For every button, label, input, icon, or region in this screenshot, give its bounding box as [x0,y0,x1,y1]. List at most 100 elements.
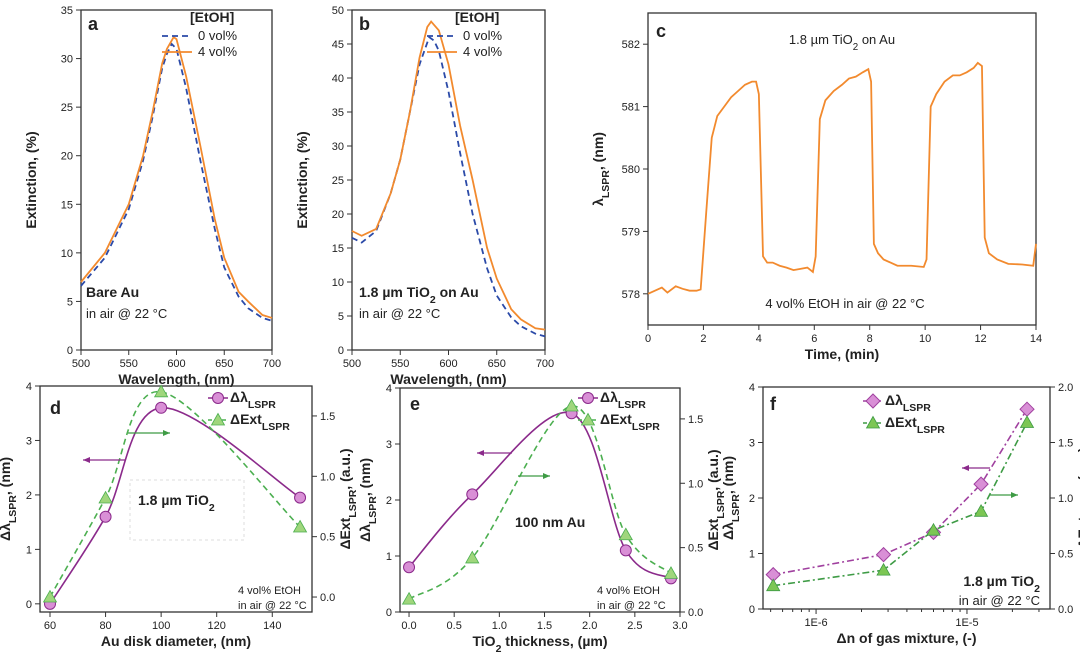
annotation-part: 1.8 µm TiO [963,573,1034,589]
x-axis-label: Time, (min) [805,346,879,362]
arrow-head-icon [543,473,550,479]
y2-tick-label: 1.5 [1058,438,1073,450]
y-axis-label-part: LSPR [600,170,612,198]
data-point-circle [212,392,224,404]
data-point-triangle [153,384,169,398]
annotation: 100 nm Au [515,514,585,530]
arrow-head-icon [1011,492,1018,498]
y2-axis-label-part: ΔExt [1075,516,1080,548]
legend-name: Δλ [600,389,618,405]
legend-entry: ΔλLSPR [885,392,931,414]
x-tick-label: 10 [919,333,931,345]
legend-name: ΔExt [600,411,632,427]
series-line-0 [80,42,273,322]
panel-label: f [770,394,777,414]
x-tick-label: 0.5 [447,620,462,632]
legend-entry: 4 vol% [463,44,502,59]
data-point-diamond [865,393,881,409]
legend-title: [EtOH] [190,9,234,25]
legend-name: Δλ [885,392,903,408]
x-tick-label: 3.0 [672,620,687,632]
legend-title: [EtOH] [455,9,499,25]
series-line-1 [773,422,1028,587]
y-axis-label-part: , (nm) [357,458,373,496]
y2-axis-label-part: , (a.u.) [1075,447,1080,488]
y-tick-label: 20 [61,151,73,163]
y-tick-label: 15 [61,199,73,211]
x-tick-label: 8 [867,333,873,345]
y-axis-label-part: LSPR [367,496,379,524]
x-tick-label: 700 [536,358,554,370]
arrow-head-icon [962,465,969,471]
y-tick-label: 580 [622,164,640,176]
y-axis-label-part: Δλ [357,524,373,542]
annotation-part: 2 [430,294,436,306]
annotation: 4 vol% EtOH [597,585,660,597]
y-tick-label: 25 [332,175,344,187]
panel-label: e [410,394,420,414]
x-axis-label-part: 2 [496,643,502,655]
x-tick-label: 120 [208,620,226,632]
y2-axis-label: ΔExtLSPR, (a.u.) [337,448,359,549]
y2-tick-label: 0.5 [688,543,703,555]
data-point-circle [582,392,594,404]
legend-entry: ΔλLSPR [600,389,646,411]
y-tick-label: 35 [61,5,73,17]
series-line-0 [408,411,672,580]
x-tick-label: 600 [167,358,185,370]
annotation-part: in air @ 22 °C [597,600,666,612]
annotation-part: in air @ 22 °C [238,600,307,612]
legend-sub: LSPR [262,421,290,433]
y2-axis-label: ΔExtLSPR, (a.u.) [1075,447,1080,548]
y-tick-label: 25 [61,102,73,114]
x-tick-label: 12 [974,333,986,345]
y-tick-label: 579 [622,226,640,238]
x-tick-label: 600 [439,358,457,370]
x-axis-label-part: Δn of gas mixture, (-) [837,630,977,646]
y2-axis-label-part: , (a.u.) [705,449,721,490]
data-point-triangle [210,412,226,426]
arrow-head-icon [83,457,90,463]
series-line-0 [351,35,546,338]
annotation-part: 100 nm Au [515,514,585,530]
y-axis-label: ΔλLSPR, (nm) [0,457,19,541]
annotation-part: Bare Au [86,284,139,300]
x-tick-label: 650 [488,358,506,370]
legend-sub: LSPR [248,399,276,411]
data-point-triangle [580,412,596,426]
legend-entry: ΔλLSPR [230,389,276,411]
data-point-triangle [973,504,989,517]
x-axis-label: TiO2 thickness, (µm) [472,633,607,655]
x-tick-label: 550 [120,358,138,370]
legend-sub: LSPR [903,402,931,414]
annotation: 1.8 µm TiO2 [963,573,1040,595]
x-tick-label: 1E-5 [955,617,978,629]
y-tick-label: 581 [622,102,640,114]
y-axis-label-part: , (nm) [720,456,736,494]
data-point-triangle [98,490,113,504]
data-point-triangle [564,398,579,412]
x-tick-label: 2 [700,333,706,345]
panel-label: a [88,14,99,34]
series-line-0 [647,61,1037,295]
data-point-triangle [465,550,480,564]
y-tick-label: 35 [332,107,344,119]
y-axis-label-part: Δλ [0,523,13,541]
data-point-triangle [663,566,679,579]
annotation-part: 1.8 µm TiO [138,492,209,508]
x-tick-label: 0 [645,333,651,345]
y2-axis-label: ΔExtLSPR, (a.u.) [705,449,727,550]
annotation-part: 2 [1034,583,1040,595]
y2-tick-label: 2.0 [1058,382,1073,394]
label-box [129,479,245,541]
legend-sub: LSPR [917,424,945,436]
annotation: in air @ 22 °C [597,600,666,612]
panel-b: 500 550 600 650 700 0 5 10 15 20 25 30 35 40 45 50 Wavel… [294,5,554,387]
annotation: Bare Au [86,284,139,300]
y2-tick-label: 1.5 [688,414,703,426]
y-tick-label: 1 [386,551,392,563]
panel-e: 0.0 0.5 1.0 1.5 2.0 2.5 3.0012340.00.51.01.5Ti… [357,383,727,655]
x-tick-label: 14 [1030,333,1042,345]
y-axis-label: Extinction, (%) [294,131,310,228]
y-tick-label: 10 [61,248,73,260]
